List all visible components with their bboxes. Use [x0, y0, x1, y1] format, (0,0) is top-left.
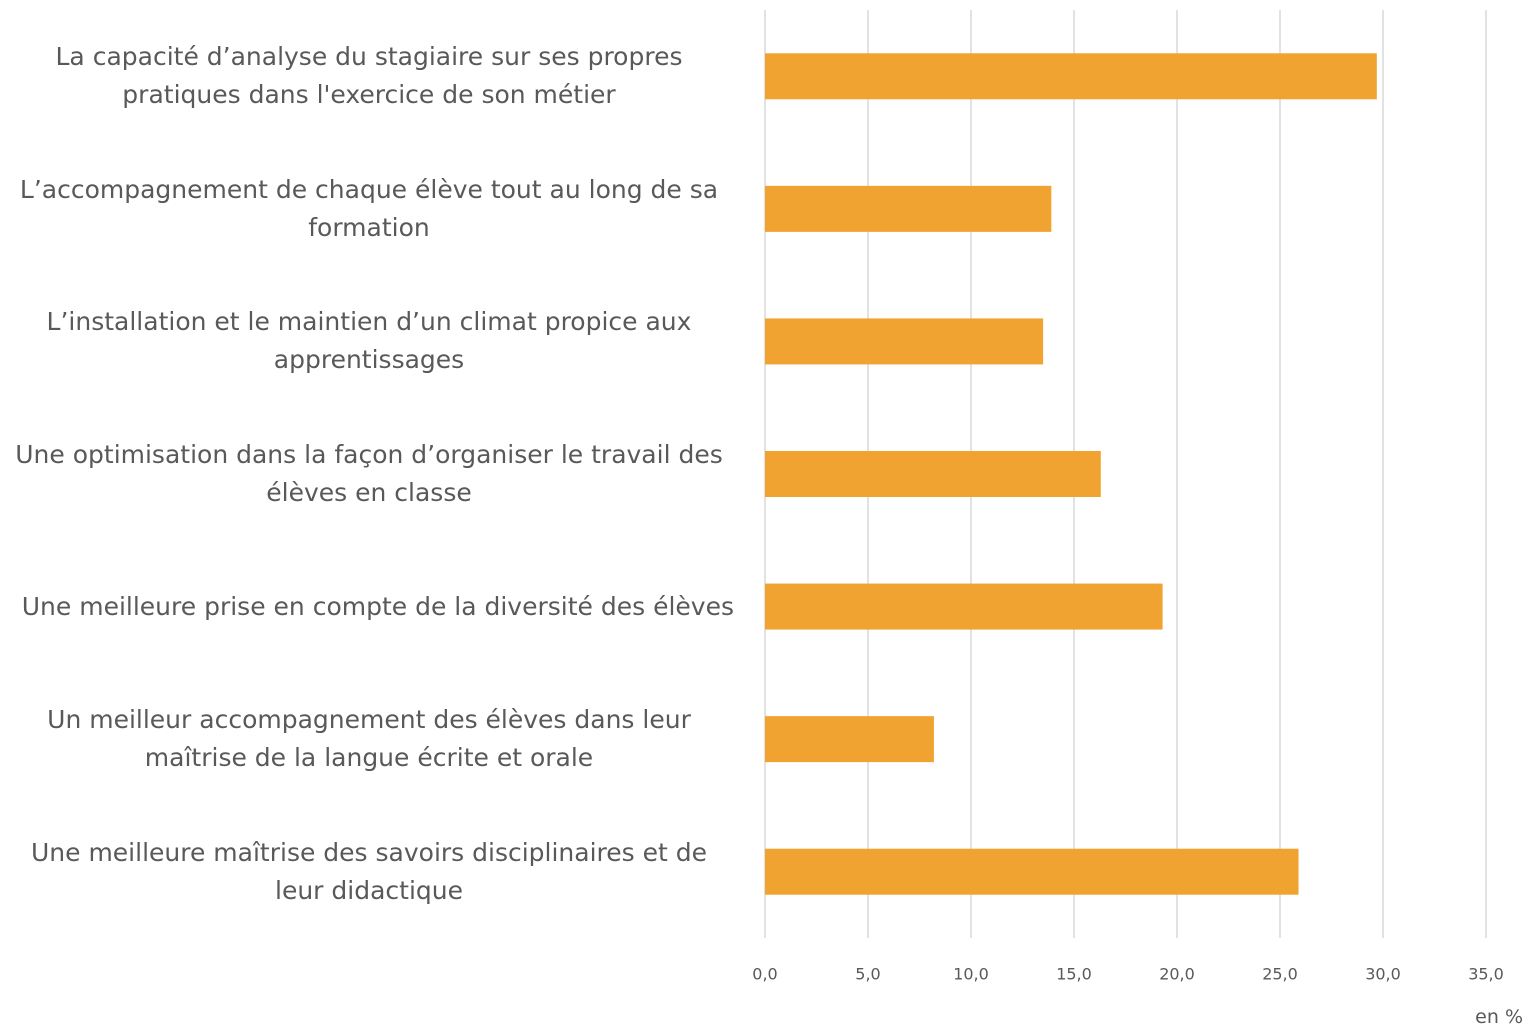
bar	[765, 185, 1052, 232]
x-tick-label: 35,0	[1468, 965, 1504, 984]
bar	[765, 716, 934, 763]
x-tick-label: 30,0	[1365, 965, 1401, 984]
x-tick-label: 10,0	[953, 965, 989, 984]
x-axis-label: en %	[1475, 1006, 1523, 1028]
category-label-box: L’accompagnement de chaque élève tout au…	[4, 159, 734, 259]
category-label-box: Une meilleure prise en compte de la dive…	[4, 557, 734, 657]
category-label-box: Un meilleur accompagnement des élèves da…	[4, 689, 734, 789]
category-label-box: Une optimisation dans la façon d’organis…	[4, 424, 734, 524]
y-tick-label: Un meilleur accompagnement des élèves da…	[47, 705, 691, 773]
y-tick-label: L’installation et le maintien d’un clima…	[46, 307, 692, 375]
bar	[765, 53, 1377, 100]
bar	[765, 583, 1163, 630]
x-tick-label: 5,0	[855, 965, 880, 984]
bar	[765, 451, 1101, 497]
y-tick-label: L’accompagnement de chaque élève tout au…	[19, 174, 719, 242]
y-tick-label: Une optimisation dans la façon d’organis…	[15, 440, 723, 507]
category-label-box: La capacité d’analyse du stagiaire sur s…	[4, 26, 734, 126]
x-tick-label: 20,0	[1159, 965, 1195, 984]
y-tick-label: La capacité d’analyse du stagiaire sur s…	[55, 42, 683, 110]
x-tick-label: 25,0	[1262, 965, 1298, 984]
x-tick-label: 15,0	[1056, 965, 1092, 984]
y-tick-label: Une meilleure maîtrise des savoirs disci…	[30, 837, 708, 905]
bar	[765, 318, 1044, 365]
bar	[765, 848, 1299, 895]
category-label-box: L’installation et le maintien d’un clima…	[4, 291, 734, 391]
category-label-box: Une meilleure maîtrise des savoirs disci…	[4, 822, 734, 922]
y-tick-label: Une meilleure prise en compte de la dive…	[21, 591, 734, 621]
x-tick-label: 0,0	[752, 965, 777, 984]
